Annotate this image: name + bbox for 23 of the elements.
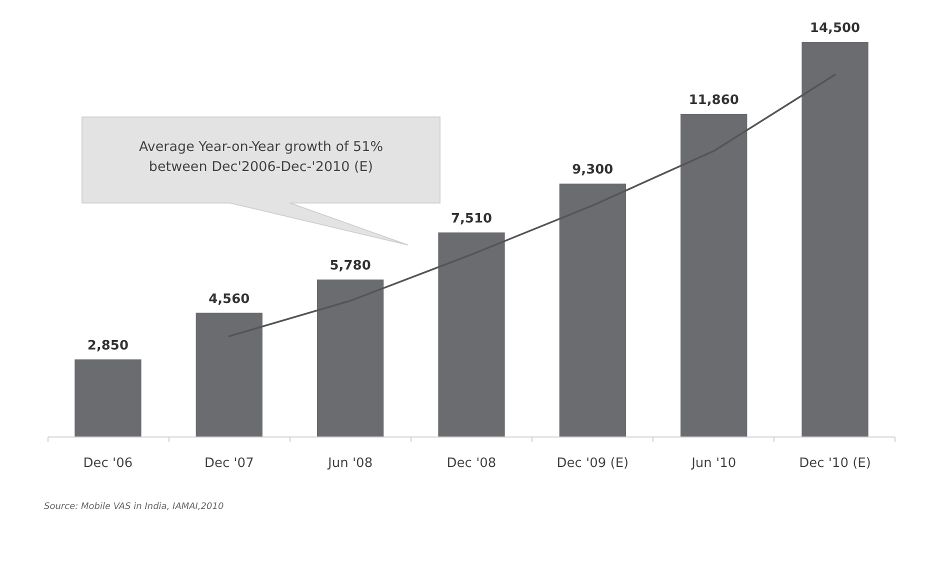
bar xyxy=(74,359,142,437)
bar xyxy=(196,312,262,437)
x-tick-label: Dec '07 xyxy=(204,456,254,471)
source-note: Source: Mobile VAS in India, IAMAI,2010 xyxy=(44,502,224,512)
data-label: 5,780 xyxy=(330,258,371,274)
annotation: Average Year-on-Year growth of 51% between Dec'2006-Dec-'2010 (E) xyxy=(138,139,384,175)
data-label: 7,510 xyxy=(450,211,492,226)
x-tick-label: Dec '10 (E) xyxy=(799,456,871,471)
x-tick-label: Jun '08 xyxy=(327,456,373,471)
x-tick-label: Dec '08 xyxy=(446,456,496,471)
bar xyxy=(559,184,626,437)
bar xyxy=(680,114,748,437)
data-label: 11,860 xyxy=(688,92,739,108)
bar xyxy=(802,42,868,437)
data-label: 9,300 xyxy=(572,162,614,178)
data-label: 2,850 xyxy=(87,338,129,354)
data-label: 4,560 xyxy=(208,292,250,307)
x-tick-label: Dec '06 xyxy=(83,456,133,471)
x-tick-label: Jun '10 xyxy=(690,456,736,471)
x-tick-label: Dec '09 (E) xyxy=(556,456,629,471)
data-label: 14,500 xyxy=(810,21,860,36)
bar xyxy=(438,232,505,437)
bar xyxy=(317,280,384,437)
